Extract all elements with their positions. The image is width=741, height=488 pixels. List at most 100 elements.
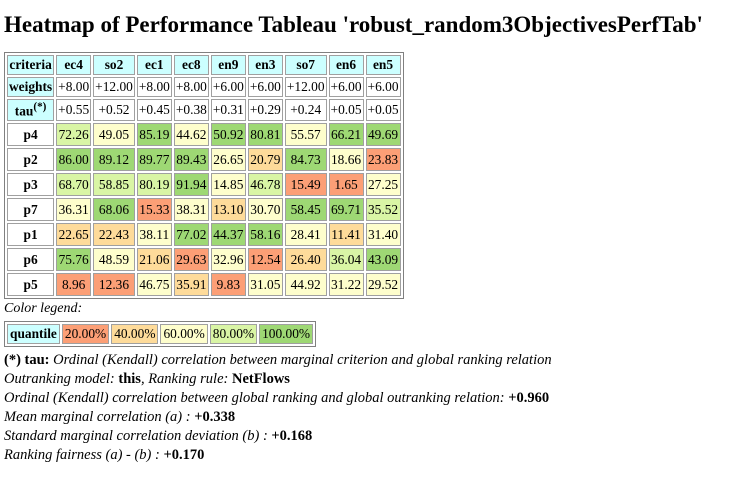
tau-cell-en9: +0.31 (210, 99, 246, 122)
heat-cell-p5-ec1: 46.75 (136, 273, 172, 297)
tau-cell-en5: +0.05 (365, 99, 401, 122)
heat-cell-p2-en9: 26.65 (210, 148, 246, 172)
mean-value: +0.338 (194, 409, 236, 426)
criterion-header-en6: en6 (328, 55, 364, 75)
heat-cell-p3-en9: 14.85 (210, 173, 246, 197)
model-label: Outranking model: (4, 371, 119, 388)
heat-cell-p1-so2: 22.43 (93, 223, 135, 247)
heat-cell-p6-en5: 43.09 (365, 248, 401, 272)
criterion-header-en5: en5 (365, 55, 401, 75)
heat-cell-p3-en5: 27.25 (365, 173, 401, 197)
heat-cell-p6-so7: 26.40 (284, 248, 327, 272)
alternative-row-p1: p1 22.65 22.43 38.11 77.02 44.37 58.16 28.41 11.… (7, 223, 401, 247)
std-note: Standard marginal correlation deviation … (4, 427, 737, 446)
std-label: Standard marginal correlation deviation … (4, 428, 272, 445)
heat-cell-p5-ec8: 35.91 (173, 273, 209, 297)
weight-cell-ec1: +8.00 (136, 77, 172, 97)
alternative-row-p2: p2 86.00 89.12 89.77 89.43 26.65 20.79 84.73 18.… (7, 148, 401, 172)
alternative-row-p6: p6 75.76 48.59 21.06 29.63 32.96 12.54 26.40 36.… (7, 248, 401, 272)
tau-marker: (*) (33, 101, 47, 113)
tau-cell-ec1: +0.45 (136, 99, 172, 122)
weight-cell-ec8: +8.00 (173, 77, 209, 97)
heat-cell-p4-en6: 66.21 (328, 123, 364, 147)
mean-label: Mean marginal correlation (a) : (4, 409, 195, 426)
heat-cell-p3-so2: 58.85 (93, 173, 135, 197)
alternative-label: p7 (7, 198, 55, 222)
criterion-header-ec8: ec8 (173, 55, 209, 75)
heat-cell-p1-en9: 44.37 (210, 223, 246, 247)
weights-row: weights +8.00 +12.00 +8.00 +8.00 +6.00 +6.00 +… (7, 77, 401, 97)
alternative-row-p4: p4 72.26 49.05 85.19 44.62 50.92 80.81 55.57 66.… (7, 123, 401, 147)
heat-cell-p3-en6: 1.65 (328, 173, 364, 197)
tau-row: tau(*) +0.55 +0.52 +0.45 +0.38 +0.31 +0.29 +0.… (7, 99, 401, 122)
heat-cell-p3-ec8: 91.94 (173, 173, 209, 197)
heat-cell-p6-en6: 36.04 (328, 248, 364, 272)
heat-cell-p2-en3: 20.79 (247, 148, 283, 172)
heat-cell-p3-en3: 46.78 (247, 173, 283, 197)
weights-label: weights (7, 77, 55, 97)
criterion-header-en3: en3 (247, 55, 283, 75)
tau-label: tau(*) (7, 99, 55, 122)
legend-swatch-1: 20.00% (61, 324, 110, 345)
page-title: Heatmap of Performance Tableau 'robust_r… (4, 12, 703, 37)
heat-cell-p2-en6: 18.66 (328, 148, 364, 172)
corner-label: criteria (7, 55, 55, 75)
heat-cell-p5-en5: 29.52 (365, 273, 401, 297)
alternative-label: p2 (7, 148, 55, 172)
weight-cell-so2: +12.00 (93, 77, 135, 97)
alternative-label: p3 (7, 173, 55, 197)
tau-cell-so2: +0.52 (93, 99, 135, 122)
heat-cell-p7-so7: 58.45 (284, 198, 327, 222)
heat-cell-p2-en5: 23.83 (365, 148, 401, 172)
heat-cell-p1-en3: 58.16 (247, 223, 283, 247)
heat-cell-p1-ec8: 77.02 (173, 223, 209, 247)
heat-cell-p5-so2: 12.36 (93, 273, 135, 297)
mean-note: Mean marginal correlation (a) : +0.338 (4, 408, 737, 427)
legend-row: quantile 20.00% 40.00% 60.00% 80.00% 100.00% (7, 324, 314, 345)
corr-note: Ordinal (Kendall) correlation between gl… (4, 389, 737, 408)
heat-cell-p4-so2: 49.05 (93, 123, 135, 147)
heat-cell-p2-so2: 89.12 (93, 148, 135, 172)
heat-cell-p7-ec8: 38.31 (173, 198, 209, 222)
heat-cell-p2-so7: 84.73 (284, 148, 327, 172)
heat-cell-p5-en6: 31.22 (328, 273, 364, 297)
heat-cell-p3-so7: 15.49 (284, 173, 327, 197)
notes: (*) tau: Ordinal (Kendall) correlation b… (4, 351, 737, 465)
heat-cell-p7-en3: 30.70 (247, 198, 283, 222)
heat-cell-p5-so7: 44.92 (284, 273, 327, 297)
criterion-header-so7: so7 (284, 55, 327, 75)
legend-label: quantile (7, 324, 60, 345)
heat-cell-p7-en9: 13.10 (210, 198, 246, 222)
fair-note: Ranking fairness (a) - (b) : +0.170 (4, 446, 737, 465)
heat-cell-p7-so2: 68.06 (93, 198, 135, 222)
heat-cell-p5-en9: 9.83 (210, 273, 246, 297)
tau-note-marker: (*) tau: (4, 352, 50, 369)
alternative-row-p5: p5 8.96 12.36 46.75 35.91 9.83 31.05 44.92 31.22… (7, 273, 401, 297)
heat-cell-p3-ec4: 68.70 (56, 173, 92, 197)
tau-cell-ec4: +0.55 (56, 99, 92, 122)
alternative-label: p4 (7, 123, 55, 147)
legend-swatch-4: 80.00% (209, 324, 258, 345)
alternative-row-p7: p7 36.31 68.06 15.33 38.31 13.10 30.70 58.45 69.… (7, 198, 401, 222)
weight-cell-so7: +12.00 (284, 77, 327, 97)
weight-cell-en9: +6.00 (210, 77, 246, 97)
criteria-header-row: criteria ec4 so2 ec1 ec8 en9 en3 so7 en6 en5 (7, 55, 401, 75)
heat-cell-p2-ec8: 89.43 (173, 148, 209, 172)
heat-cell-p1-so7: 28.41 (284, 223, 327, 247)
fair-value: +0.170 (163, 447, 205, 464)
heat-cell-p4-ec8: 44.62 (173, 123, 209, 147)
heat-cell-p7-ec1: 15.33 (136, 198, 172, 222)
heat-cell-p6-ec4: 75.76 (56, 248, 92, 272)
tau-cell-so7: +0.24 (284, 99, 327, 122)
weight-cell-en3: +6.00 (247, 77, 283, 97)
model-value: this (118, 371, 141, 388)
heat-cell-p7-en6: 69.71 (328, 198, 364, 222)
alternative-label: p1 (7, 223, 55, 247)
heat-cell-p5-ec4: 8.96 (56, 273, 92, 297)
heat-cell-p6-ec1: 21.06 (136, 248, 172, 272)
corr-label: Ordinal (Kendall) correlation between gl… (4, 390, 509, 407)
tau-cell-en3: +0.29 (247, 99, 283, 122)
alternative-row-p3: p3 68.70 58.85 80.19 91.94 14.85 46.78 15.49 1.6… (7, 173, 401, 197)
heat-cell-p2-ec1: 89.77 (136, 148, 172, 172)
page: Heatmap of Performance Tableau 'robust_r… (4, 12, 737, 465)
